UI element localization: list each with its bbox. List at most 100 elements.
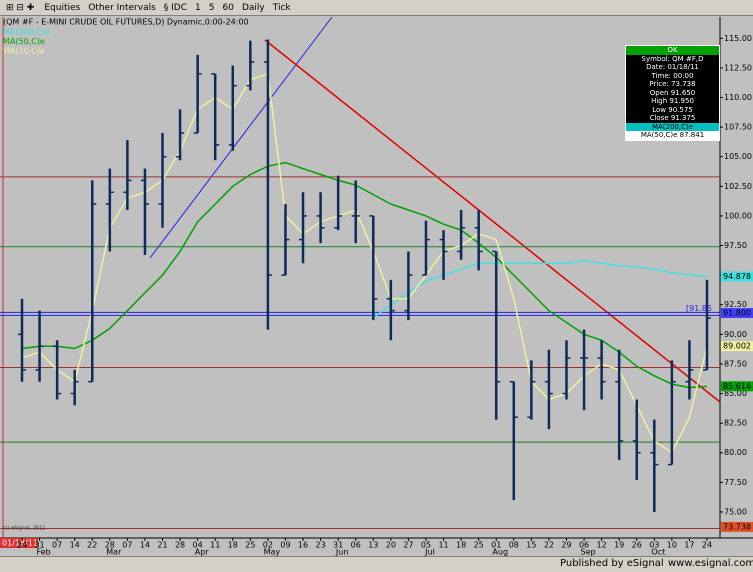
x-tick-label: 24 [17,541,27,550]
copyright: (c) eSignal, 2011 [3,526,46,532]
x-tick-label: 28 [105,541,115,550]
toolbar-item[interactable]: 60 [222,2,234,13]
month-label: Feb [36,548,50,557]
toolbar-item[interactable]: Equities [44,2,81,13]
y-tick-label: 75.00 [724,507,747,516]
x-tick-label: 14 [140,541,150,550]
x-tick-label: 03 [649,541,659,550]
x-tick-label: 01 [491,541,501,550]
plot-area [0,17,720,538]
toolbar-item[interactable]: Tick [272,2,291,13]
data-window-row: Date: 01/18/11 [646,63,699,71]
moving-average-line [372,260,708,319]
data-window-row: High 91.950 [651,97,694,105]
legend-entry: MA(10,C)e [3,47,45,56]
price-marker [721,271,753,282]
y-tick-label: 112.50 [724,63,752,72]
annotation: [91.85 [686,304,712,313]
price-marker [721,381,753,392]
x-tick-label: 31 [333,541,343,550]
toolbar-item[interactable]: Other Intervals [88,2,156,13]
month-label: Apr [195,548,210,557]
x-tick-label: 16 [298,541,308,550]
y-tick-label: 100.00 [724,211,752,220]
y-tick-label: 107.50 [724,123,752,132]
toolbar-item[interactable]: 1 [195,2,201,13]
toolbar-item[interactable]: 5 [208,2,215,13]
toolbar-item[interactable]: § IDC [163,2,188,13]
x-tick-label: 12 [597,541,607,550]
legend-entry: MA(50,C)e [3,37,45,46]
month-label: Aug [492,548,508,557]
x-tick-label: 24 [702,541,712,550]
data-window-row: Open 91.650 [649,88,696,97]
x-tick-label: 31 [34,541,44,550]
x-tick-label: 06 [579,541,589,550]
legend-entry: MA(200,C)e [3,28,50,37]
price-marker-label: 94.878 [723,272,751,281]
month-label: May [264,548,281,557]
month-label: Jul [424,548,435,557]
x-tick-label: 26 [632,541,642,550]
status-text: Published by eSignal [560,558,664,569]
price-marker [721,521,753,532]
y-tick-label: 80.00 [724,448,747,457]
y-tick-label: 90.00 [724,330,747,339]
chart-title: (QM #F - E-MINI CRUDE OIL FUTURES,D) Dyn… [3,18,249,27]
x-tick-label: 08 [509,541,519,550]
month-label: Sep [581,548,596,557]
status-text: www.esignal.com [668,558,753,569]
data-window-row: MA(50,C)e 87.841 [626,131,719,140]
moving-average-line [21,72,708,454]
tool-button[interactable]: ⊞ ⊟ ✚ [6,2,35,13]
price-marker [721,308,753,319]
x-tick-label: 11 [210,541,220,550]
x-tick-label: 25 [245,541,255,550]
x-tick-label: 04 [193,541,203,550]
y-tick-label: 85.00 [724,389,747,398]
price-marker-label: 91.800 [723,309,751,318]
price-marker-label: 73.738 [723,522,751,531]
x-tick-label: 10 [667,541,677,550]
price-marker [721,341,753,352]
date-cursor-label: 01/18/11 [2,539,38,548]
y-tick-label: 102.50 [724,182,752,191]
x-tick-label: 05 [421,541,431,550]
x-tick-label: 28 [175,541,185,550]
x-tick-label: 02 [263,541,273,550]
x-tick-label: 21 [157,541,167,550]
x-tick-label: 07 [52,541,62,550]
y-tick-label: 77.50 [724,478,747,487]
data-window: OK Symbol: QM #F,D Date: 01/18/11 Time: … [625,45,720,141]
x-tick-label: 19 [614,541,624,550]
date-cursor-tag [0,538,38,548]
data-window-row: Time: 00:00 [651,71,694,80]
data-window-header[interactable]: OK [626,46,719,55]
y-tick-label: 87.50 [724,359,747,368]
moving-average-line [21,161,708,389]
y-tick-label: 115.00 [724,34,752,43]
x-tick-label: 14 [70,541,80,550]
x-tick-label: 23 [315,541,325,550]
y-tick-label: 105.00 [724,152,752,161]
month-label: Jun [335,548,349,557]
price-marker-label: 89.002 [723,342,751,351]
x-tick-label: 17 [684,541,694,550]
x-tick-label: 09 [280,541,290,550]
trend-line [264,39,721,403]
toolbar: ⊞ ⊟ ✚ Equities Other Intervals § IDC 1 5… [0,0,753,16]
month-label: Mar [106,548,122,557]
y-tick-label: 97.50 [724,241,747,250]
chart: (QM #F - E-MINI CRUDE OIL FUTURES,D) Dyn… [0,16,753,557]
x-tick-label: 18 [228,541,238,550]
x-tick-label: 11 [438,541,448,550]
x-tick-label: 13 [368,541,378,550]
data-window-row: Symbol: QM #F,D [641,54,704,63]
x-tick-label: 27 [403,541,413,550]
toolbar-item[interactable]: Daily [241,2,265,13]
x-tick-label: 22 [87,541,97,550]
data-window-row: MA(200,C)e [626,122,719,131]
x-tick-label: 07 [122,541,132,550]
data-window-row: Close 91.375 [649,114,696,122]
